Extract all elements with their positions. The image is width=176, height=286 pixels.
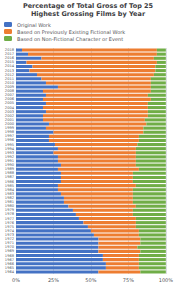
svg-text:2012: 2012 (4, 72, 14, 77)
svg-text:1975: 1975 (4, 224, 14, 229)
svg-text:Highest Grossing Films by Year: Highest Grossing Films by Year (31, 10, 146, 18)
svg-text:1992: 1992 (4, 154, 14, 159)
svg-text:2009: 2009 (4, 85, 14, 89)
svg-text:1971: 1971 (4, 241, 14, 246)
svg-text:Percentage of Total Gross of T: Percentage of Total Gross of Top 25 (23, 2, 154, 10)
svg-text:1996: 1996 (4, 138, 14, 143)
svg-text:1988: 1988 (4, 171, 14, 176)
svg-text:2000: 2000 (4, 122, 14, 126)
svg-text:1991: 1991 (4, 159, 14, 163)
svg-text:1995: 1995 (4, 142, 14, 147)
svg-text:1981: 1981 (4, 200, 14, 205)
svg-text:2008: 2008 (4, 89, 14, 94)
svg-text:75%: 75% (123, 277, 134, 283)
svg-text:1968: 1968 (4, 253, 14, 258)
svg-text:2002: 2002 (4, 113, 14, 118)
svg-text:1974: 1974 (4, 228, 14, 233)
svg-text:100%: 100% (159, 277, 174, 283)
svg-text:1994: 1994 (4, 146, 14, 151)
svg-text:1966: 1966 (4, 261, 14, 266)
svg-text:Original Work: Original Work (17, 22, 51, 29)
svg-text:1980: 1980 (4, 204, 14, 209)
svg-text:2016: 2016 (4, 56, 14, 61)
svg-text:2013: 2013 (4, 68, 14, 73)
svg-text:2011: 2011 (4, 76, 14, 81)
svg-text:1998: 1998 (4, 130, 14, 135)
svg-text:1983: 1983 (4, 191, 14, 196)
svg-text:1977: 1977 (4, 216, 14, 221)
svg-text:1973: 1973 (4, 233, 14, 237)
svg-text:1964: 1964 (5, 270, 15, 274)
svg-text:1999: 1999 (4, 126, 14, 131)
svg-text:1984: 1984 (4, 187, 14, 192)
svg-text:1978: 1978 (4, 212, 14, 217)
svg-text:1965: 1965 (4, 265, 14, 270)
svg-text:Based on Previously Existing F: Based on Previously Existing Fictional W… (17, 29, 125, 36)
svg-text:1986: 1986 (4, 179, 14, 184)
svg-text:25%: 25% (48, 277, 59, 283)
svg-text:2003: 2003 (4, 109, 14, 114)
svg-text:2014: 2014 (4, 64, 14, 69)
svg-text:1993: 1993 (4, 150, 14, 155)
svg-text:1976: 1976 (4, 220, 14, 225)
svg-text:2004: 2004 (4, 105, 14, 110)
svg-text:2006: 2006 (4, 97, 14, 102)
svg-text:2010: 2010 (4, 80, 14, 85)
svg-text:2005: 2005 (4, 101, 14, 106)
svg-text:1989: 1989 (4, 167, 14, 172)
svg-text:1969: 1969 (4, 249, 14, 254)
svg-text:1970: 1970 (4, 245, 14, 250)
svg-text:1979: 1979 (4, 208, 14, 213)
svg-text:0%: 0% (12, 277, 20, 283)
svg-text:2001: 2001 (4, 117, 14, 122)
svg-text:1990: 1990 (4, 163, 14, 168)
svg-text:1985: 1985 (4, 183, 14, 188)
svg-text:1997: 1997 (4, 134, 14, 139)
svg-text:1987: 1987 (4, 175, 14, 180)
svg-text:1967: 1967 (4, 257, 14, 262)
svg-text:50%: 50% (85, 277, 96, 283)
svg-text:2007: 2007 (4, 93, 14, 98)
svg-text:1982: 1982 (4, 196, 14, 200)
svg-text:1972: 1972 (4, 237, 14, 242)
svg-text:2017: 2017 (4, 52, 14, 57)
svg-text:Based on Non-Fictional Charact: Based on Non-Fictional Character or Even… (17, 36, 123, 42)
svg-text:2015: 2015 (4, 60, 14, 65)
svg-text:2018: 2018 (4, 48, 14, 53)
